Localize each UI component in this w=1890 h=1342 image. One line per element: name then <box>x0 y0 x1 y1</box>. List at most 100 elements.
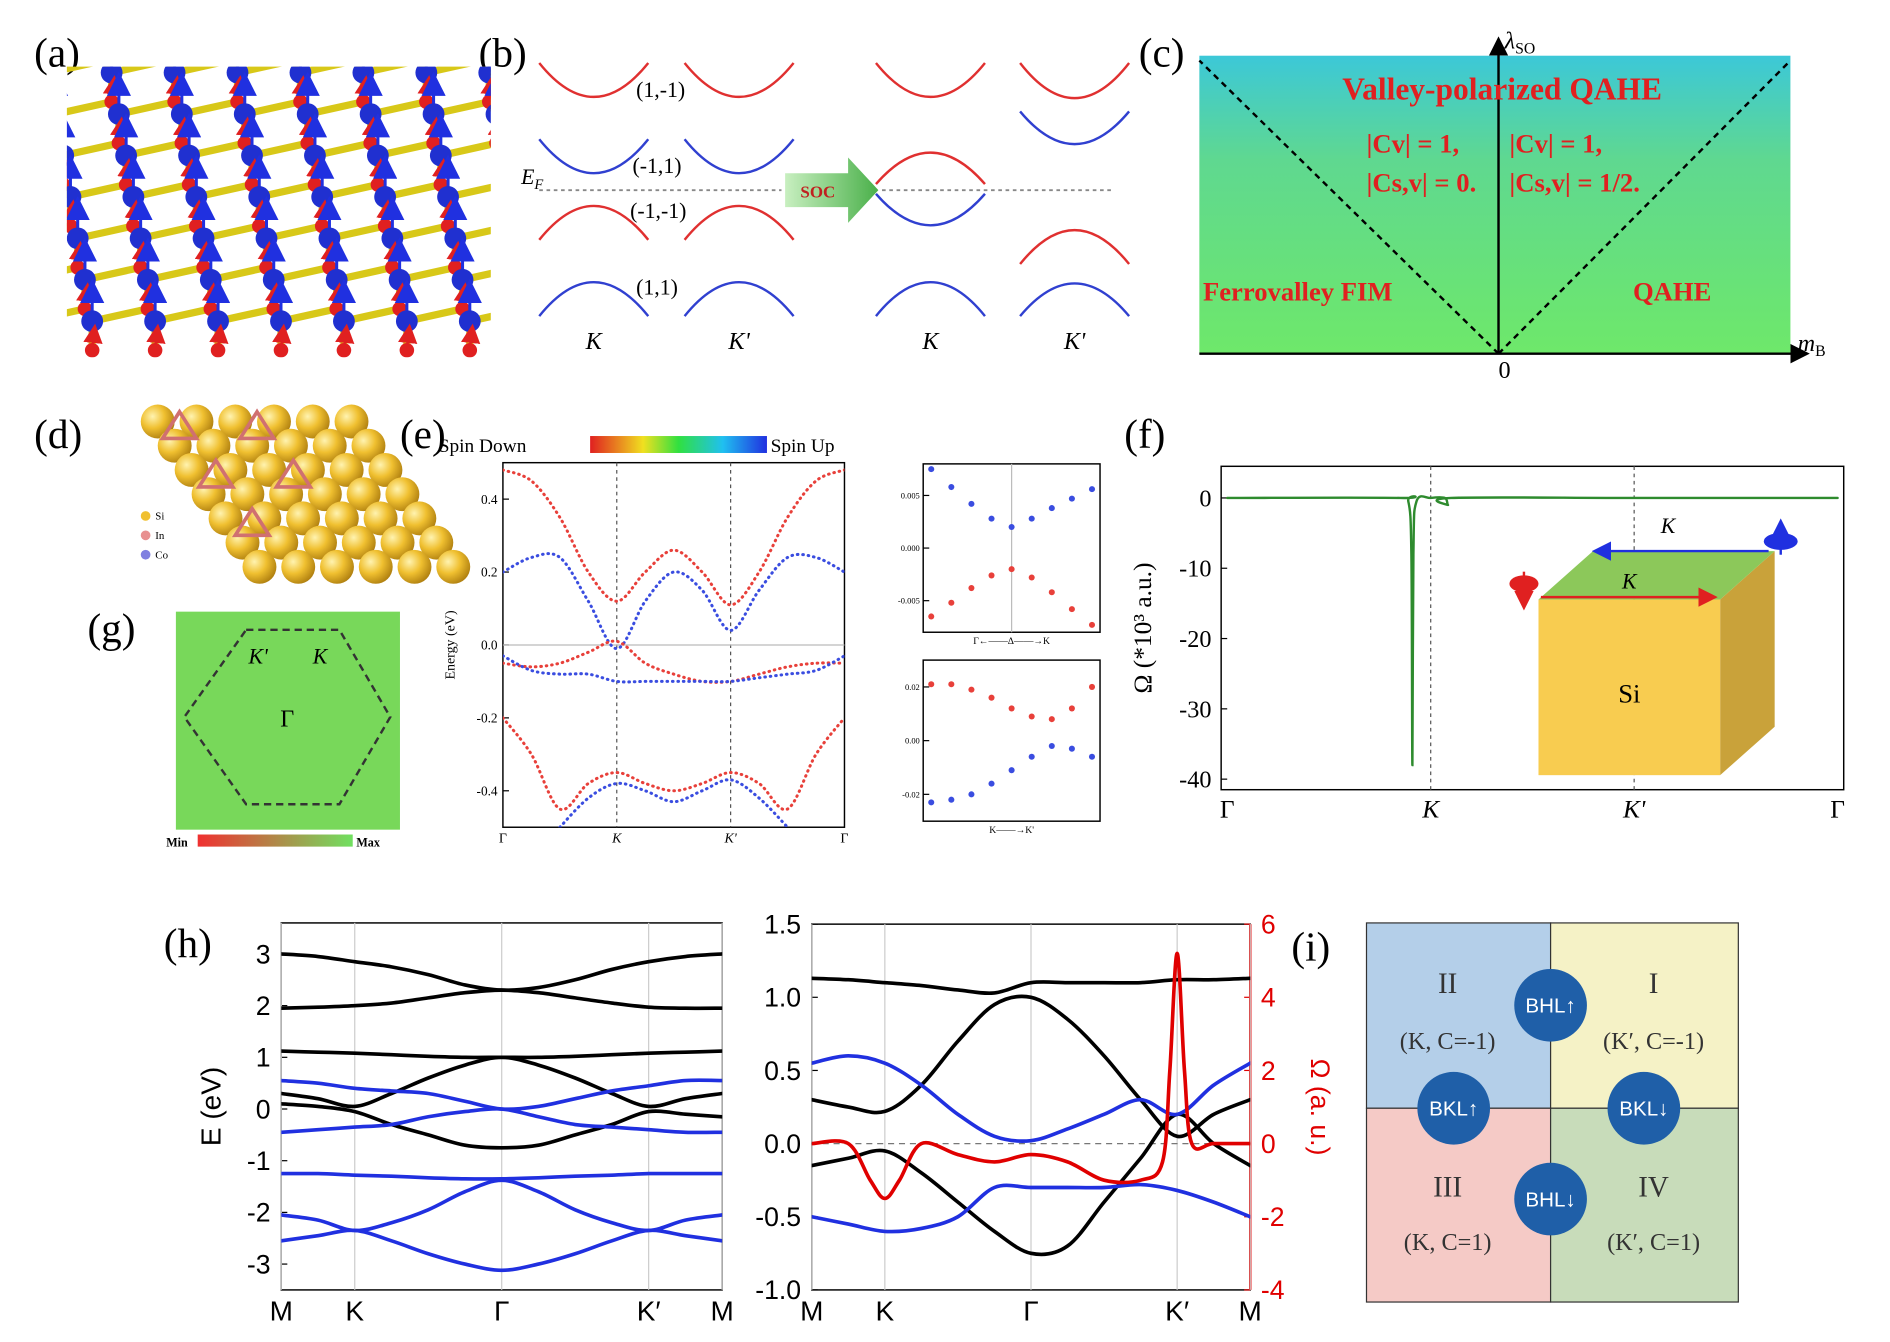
bond <box>574 226 581 238</box>
plot-area <box>928 681 1096 806</box>
line <box>811 994 1251 1139</box>
atom <box>570 227 592 249</box>
atom <box>511 260 526 275</box>
atom <box>4 227 26 249</box>
atom <box>0 186 18 208</box>
atom <box>581 302 596 317</box>
bond <box>66 222 72 231</box>
y-axis-label: E (eV) <box>196 1067 227 1146</box>
atom <box>346 477 381 512</box>
line <box>1226 495 1839 767</box>
axis-label: λSO <box>1504 27 1536 57</box>
point <box>968 500 975 507</box>
atom <box>556 145 578 167</box>
point <box>1068 495 1075 502</box>
atom <box>45 103 67 125</box>
line <box>811 976 1251 995</box>
y-tick-label: 0.0 <box>764 1129 801 1159</box>
atom <box>18 310 40 332</box>
y-tick-label: -0.4 <box>477 783 498 798</box>
spin-arrow <box>588 287 590 309</box>
atom <box>329 452 364 487</box>
point <box>988 780 995 787</box>
y-tick-label: 0 <box>256 1094 271 1124</box>
point <box>988 694 995 701</box>
colorbar-label: Min <box>166 836 188 850</box>
atom <box>41 94 56 109</box>
region-text: (K′, C=-1) <box>1603 1028 1704 1055</box>
x-tick-label: K <box>876 1296 895 1327</box>
point <box>928 613 935 620</box>
x-tick-label: M <box>800 1296 823 1327</box>
bond <box>0 309 22 321</box>
point <box>1088 621 1096 628</box>
point <box>1068 606 1075 613</box>
line <box>811 951 1251 1201</box>
y-tick-label: 1 <box>256 1043 271 1073</box>
x-tick-label: K′ <box>637 1296 661 1327</box>
x-axis-label: Γ←——Δ——→K <box>973 636 1050 647</box>
y-tick-label: 1.0 <box>764 983 801 1013</box>
atom <box>22 343 37 358</box>
plot-area <box>1226 495 1839 767</box>
inset-cube: K K Si <box>1509 514 1798 776</box>
point <box>1068 705 1075 712</box>
band-label: (-1,1) <box>633 154 682 178</box>
point <box>928 799 935 806</box>
legend: Si In Co <box>140 511 169 561</box>
atom <box>49 136 64 151</box>
bond <box>0 185 7 197</box>
point <box>1008 767 1015 774</box>
cluster <box>236 408 278 441</box>
state-label: BKL↓ <box>1619 1098 1668 1121</box>
arrow-label: K <box>1621 570 1638 594</box>
y-tick-label: -1.0 <box>755 1275 801 1305</box>
atom <box>281 549 316 584</box>
bond <box>567 143 623 155</box>
atom <box>257 404 291 439</box>
atom <box>0 219 15 234</box>
atom <box>507 227 529 249</box>
atom <box>264 525 299 560</box>
chart: 0 -10 -20 -30 -40 Γ K K' Γ Ω (*10³ a.u.) <box>1128 465 1845 824</box>
region-text: (K, C=-1) <box>1400 1028 1496 1055</box>
plot-frame <box>1220 465 1845 791</box>
y-tick-label: 1.5 <box>764 909 801 939</box>
atom <box>174 452 209 487</box>
k-point: K <box>312 645 329 669</box>
y2-tick-label: 2 <box>1261 1056 1276 1086</box>
spin-arrow <box>559 121 561 143</box>
x-tick-label: K′ <box>1165 1296 1189 1327</box>
subscript: F <box>533 177 543 193</box>
symbol: m <box>1798 330 1816 357</box>
phase-title: Valley-polarized QAHE <box>1342 71 1662 106</box>
point <box>1048 716 1055 723</box>
x-tick-label: K' <box>723 832 737 847</box>
atom <box>482 94 491 110</box>
y-tick-label: -2 <box>247 1198 271 1228</box>
panel-label: (e) <box>400 411 446 458</box>
y-tick-label: 0 <box>1199 485 1211 512</box>
point <box>1088 486 1096 493</box>
arrow-label: SOC <box>800 182 835 201</box>
slab <box>140 404 471 584</box>
atom <box>270 310 292 333</box>
x-tick-label: M <box>270 1296 293 1327</box>
y-tick-label: -20 <box>1179 626 1211 653</box>
cube-side <box>1720 551 1775 776</box>
bond <box>0 226 8 238</box>
atom <box>210 343 226 358</box>
x-tick-label: M <box>710 1296 733 1327</box>
point <box>1008 523 1015 531</box>
x-tick-label: M <box>1239 1296 1262 1327</box>
y-tick-label: 0.000 <box>901 543 920 553</box>
atom <box>242 549 277 584</box>
bond <box>581 226 637 238</box>
bond <box>22 309 29 321</box>
atom <box>307 477 342 512</box>
plot-area <box>281 952 723 1273</box>
region-text: (K′, C=1) <box>1607 1229 1700 1256</box>
bond <box>15 267 22 279</box>
x-axis-label: K——→K' <box>989 825 1034 836</box>
bond <box>49 102 56 114</box>
